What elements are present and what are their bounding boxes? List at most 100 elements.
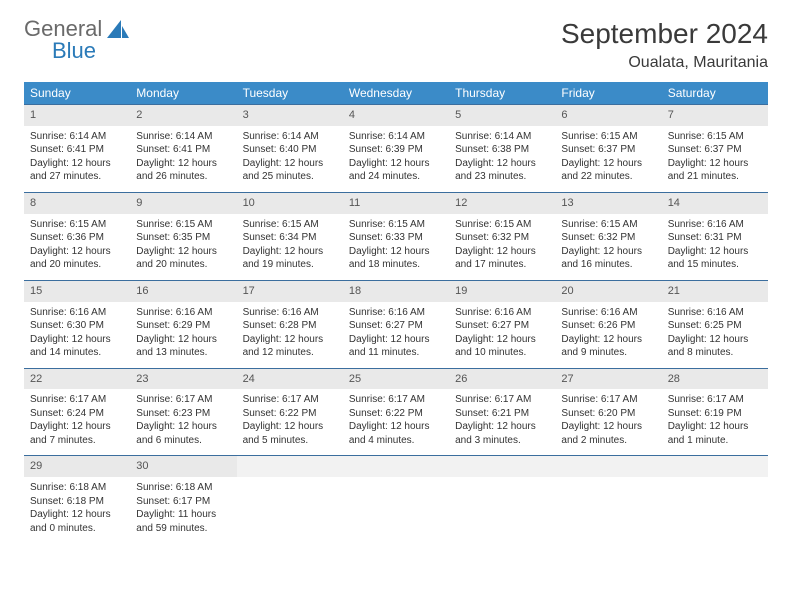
- calendar-cell: 7Sunrise: 6:15 AMSunset: 6:37 PMDaylight…: [662, 105, 768, 193]
- sunrise-text: Sunrise: 6:16 AM: [136, 306, 230, 320]
- day-body: Sunrise: 6:16 AMSunset: 6:31 PMDaylight:…: [662, 214, 768, 280]
- daylight-text: and 3 minutes.: [455, 434, 549, 448]
- day-body: Sunrise: 6:17 AMSunset: 6:22 PMDaylight:…: [237, 389, 343, 455]
- calendar-cell: [662, 456, 768, 543]
- day-number: 7: [662, 105, 768, 126]
- daylight-text: and 20 minutes.: [30, 258, 124, 272]
- day-body: Sunrise: 6:18 AMSunset: 6:17 PMDaylight:…: [130, 477, 236, 543]
- sunrise-text: Sunrise: 6:14 AM: [455, 130, 549, 144]
- sunset-text: Sunset: 6:39 PM: [349, 143, 443, 157]
- day-body: [343, 477, 449, 535]
- sunset-text: Sunset: 6:41 PM: [30, 143, 124, 157]
- calendar-cell: 30Sunrise: 6:18 AMSunset: 6:17 PMDayligh…: [130, 456, 236, 543]
- calendar-row: 1Sunrise: 6:14 AMSunset: 6:41 PMDaylight…: [24, 105, 768, 193]
- sunrise-text: Sunrise: 6:14 AM: [243, 130, 337, 144]
- sunset-text: Sunset: 6:36 PM: [30, 231, 124, 245]
- sunset-text: Sunset: 6:22 PM: [243, 407, 337, 421]
- daylight-text: and 27 minutes.: [30, 170, 124, 184]
- day-number: 16: [130, 281, 236, 302]
- header: General Blue September 2024 Oualata, Mau…: [24, 18, 768, 72]
- day-number: 17: [237, 281, 343, 302]
- daylight-text: Daylight: 12 hours: [455, 333, 549, 347]
- calendar-cell: 6Sunrise: 6:15 AMSunset: 6:37 PMDaylight…: [555, 105, 661, 193]
- daylight-text: Daylight: 12 hours: [136, 157, 230, 171]
- daylight-text: and 20 minutes.: [136, 258, 230, 272]
- day-body: Sunrise: 6:15 AMSunset: 6:33 PMDaylight:…: [343, 214, 449, 280]
- sunrise-text: Sunrise: 6:17 AM: [349, 393, 443, 407]
- day-body: [237, 477, 343, 535]
- sunset-text: Sunset: 6:23 PM: [136, 407, 230, 421]
- calendar-cell: 2 Sunrise: 6:14 AMSunset: 6:41 PMDaylight…: [130, 105, 236, 193]
- sunset-text: Sunset: 6:29 PM: [136, 319, 230, 333]
- day-body: Sunrise: 6:17 AMSunset: 6:24 PMDaylight:…: [24, 389, 130, 455]
- sunrise-text: Sunrise: 6:18 AM: [136, 481, 230, 495]
- day-body: Sunrise: 6:16 AMSunset: 6:27 PMDaylight:…: [343, 302, 449, 368]
- daylight-text: Daylight: 12 hours: [30, 420, 124, 434]
- calendar-cell: 18Sunrise: 6:16 AMSunset: 6:27 PMDayligh…: [343, 280, 449, 368]
- daylight-text: and 59 minutes.: [136, 522, 230, 536]
- calendar-cell: 21Sunrise: 6:16 AMSunset: 6:25 PMDayligh…: [662, 280, 768, 368]
- sunrise-text: Sunrise: 6:15 AM: [30, 218, 124, 232]
- daylight-text: and 6 minutes.: [136, 434, 230, 448]
- sunrise-text: Sunrise: 6:18 AM: [30, 481, 124, 495]
- day-body: Sunrise: 6:17 AMSunset: 6:21 PMDaylight:…: [449, 389, 555, 455]
- day-body: Sunrise: 6:17 AMSunset: 6:23 PMDaylight:…: [130, 389, 236, 455]
- daylight-text: Daylight: 12 hours: [30, 333, 124, 347]
- day-body: Sunrise: 6:15 AMSunset: 6:37 PMDaylight:…: [662, 126, 768, 192]
- sunrise-text: Sunrise: 6:17 AM: [30, 393, 124, 407]
- day-body: Sunrise: 6:15 AMSunset: 6:32 PMDaylight:…: [555, 214, 661, 280]
- day-body: Sunrise: 6:14 AMSunset: 6:40 PMDaylight:…: [237, 126, 343, 192]
- sunset-text: Sunset: 6:27 PM: [349, 319, 443, 333]
- day-number: 1: [24, 105, 130, 126]
- calendar-cell: [343, 456, 449, 543]
- day-number: 9: [130, 193, 236, 214]
- day-body: Sunrise: 6:15 AMSunset: 6:34 PMDaylight:…: [237, 214, 343, 280]
- weekday-header: Thursday: [449, 82, 555, 105]
- daylight-text: and 2 minutes.: [561, 434, 655, 448]
- day-number: 4: [343, 105, 449, 126]
- daylight-text: and 17 minutes.: [455, 258, 549, 272]
- day-body: Sunrise: 6:14 AMSunset: 6:39 PMDaylight:…: [343, 126, 449, 192]
- day-number: 13: [555, 193, 661, 214]
- day-number: 25: [343, 369, 449, 390]
- daylight-text: Daylight: 12 hours: [243, 157, 337, 171]
- sunset-text: Sunset: 6:40 PM: [243, 143, 337, 157]
- calendar-cell: 5Sunrise: 6:14 AMSunset: 6:38 PMDaylight…: [449, 105, 555, 193]
- daylight-text: and 21 minutes.: [668, 170, 762, 184]
- sunrise-text: Sunrise: 6:16 AM: [561, 306, 655, 320]
- calendar-cell: 23Sunrise: 6:17 AMSunset: 6:23 PMDayligh…: [130, 368, 236, 456]
- day-number: 12: [449, 193, 555, 214]
- day-number: 5: [449, 105, 555, 126]
- calendar-cell: 29Sunrise: 6:18 AMSunset: 6:18 PMDayligh…: [24, 456, 130, 543]
- daylight-text: and 4 minutes.: [349, 434, 443, 448]
- daylight-text: and 24 minutes.: [349, 170, 443, 184]
- sunrise-text: Sunrise: 6:15 AM: [455, 218, 549, 232]
- day-body: [662, 477, 768, 535]
- calendar-cell: 9Sunrise: 6:15 AMSunset: 6:35 PMDaylight…: [130, 192, 236, 280]
- daylight-text: Daylight: 11 hours: [136, 508, 230, 522]
- sunrise-text: Sunrise: 6:14 AM: [349, 130, 443, 144]
- sunrise-text: Sunrise: 6:16 AM: [455, 306, 549, 320]
- sunrise-text: Sunrise: 6:16 AM: [243, 306, 337, 320]
- sunrise-text: Sunrise: 6:15 AM: [561, 218, 655, 232]
- weekday-header: Friday: [555, 82, 661, 105]
- daylight-text: and 14 minutes.: [30, 346, 124, 360]
- daylight-text: and 0 minutes.: [30, 522, 124, 536]
- calendar-cell: [555, 456, 661, 543]
- sunrise-text: Sunrise: 6:15 AM: [349, 218, 443, 232]
- day-number: 26: [449, 369, 555, 390]
- sunrise-text: Sunrise: 6:14 AM: [30, 130, 124, 144]
- sunrise-text: Sunrise: 6:14 AM: [136, 130, 230, 144]
- day-number: 22: [24, 369, 130, 390]
- day-number: 2: [130, 105, 236, 126]
- sunset-text: Sunset: 6:41 PM: [136, 143, 230, 157]
- sunset-text: Sunset: 6:37 PM: [561, 143, 655, 157]
- calendar-row: 22Sunrise: 6:17 AMSunset: 6:24 PMDayligh…: [24, 368, 768, 456]
- day-number: 10: [237, 193, 343, 214]
- daylight-text: Daylight: 12 hours: [243, 333, 337, 347]
- calendar-cell: 12Sunrise: 6:15 AMSunset: 6:32 PMDayligh…: [449, 192, 555, 280]
- calendar-cell: 1Sunrise: 6:14 AMSunset: 6:41 PMDaylight…: [24, 105, 130, 193]
- day-body: Sunrise: 6:15 AMSunset: 6:36 PMDaylight:…: [24, 214, 130, 280]
- daylight-text: and 15 minutes.: [668, 258, 762, 272]
- day-number: 24: [237, 369, 343, 390]
